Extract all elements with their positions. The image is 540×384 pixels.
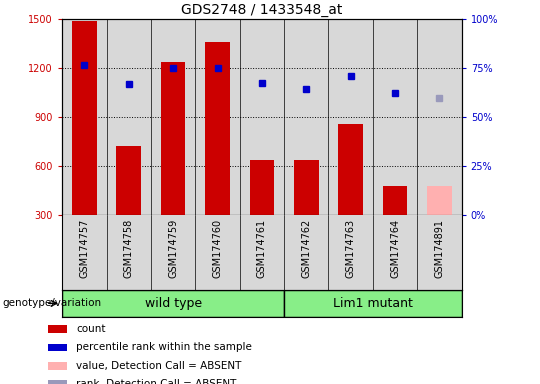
- Bar: [62, 290, 284, 317]
- Bar: [72, 21, 97, 215]
- Bar: [48, 325, 67, 333]
- Text: GSM174763: GSM174763: [346, 219, 356, 278]
- Text: GSM174759: GSM174759: [168, 219, 178, 278]
- Text: genotype/variation: genotype/variation: [3, 298, 102, 308]
- Title: GDS2748 / 1433548_at: GDS2748 / 1433548_at: [181, 3, 342, 17]
- Bar: [294, 160, 319, 215]
- Text: percentile rank within the sample: percentile rank within the sample: [77, 343, 252, 353]
- Bar: [161, 62, 185, 215]
- Text: GSM174760: GSM174760: [213, 219, 222, 278]
- Text: GSM174762: GSM174762: [301, 219, 311, 278]
- Text: GSM174761: GSM174761: [257, 219, 267, 278]
- Bar: [48, 380, 67, 384]
- Bar: [284, 290, 462, 317]
- Text: value, Detection Call = ABSENT: value, Detection Call = ABSENT: [77, 361, 242, 371]
- Text: wild type: wild type: [145, 297, 201, 310]
- Bar: [383, 186, 407, 215]
- Bar: [48, 362, 67, 370]
- Text: GSM174764: GSM174764: [390, 219, 400, 278]
- Text: Lim1 mutant: Lim1 mutant: [333, 297, 413, 310]
- Text: rank, Detection Call = ABSENT: rank, Detection Call = ABSENT: [77, 379, 237, 384]
- Text: GSM174758: GSM174758: [124, 219, 134, 278]
- Text: count: count: [77, 324, 106, 334]
- Bar: [205, 42, 229, 215]
- Bar: [427, 186, 451, 215]
- Bar: [339, 124, 363, 215]
- Bar: [249, 160, 274, 215]
- Text: GSM174891: GSM174891: [435, 219, 444, 278]
- Text: GSM174757: GSM174757: [79, 219, 89, 278]
- Bar: [48, 344, 67, 351]
- Bar: [117, 147, 141, 215]
